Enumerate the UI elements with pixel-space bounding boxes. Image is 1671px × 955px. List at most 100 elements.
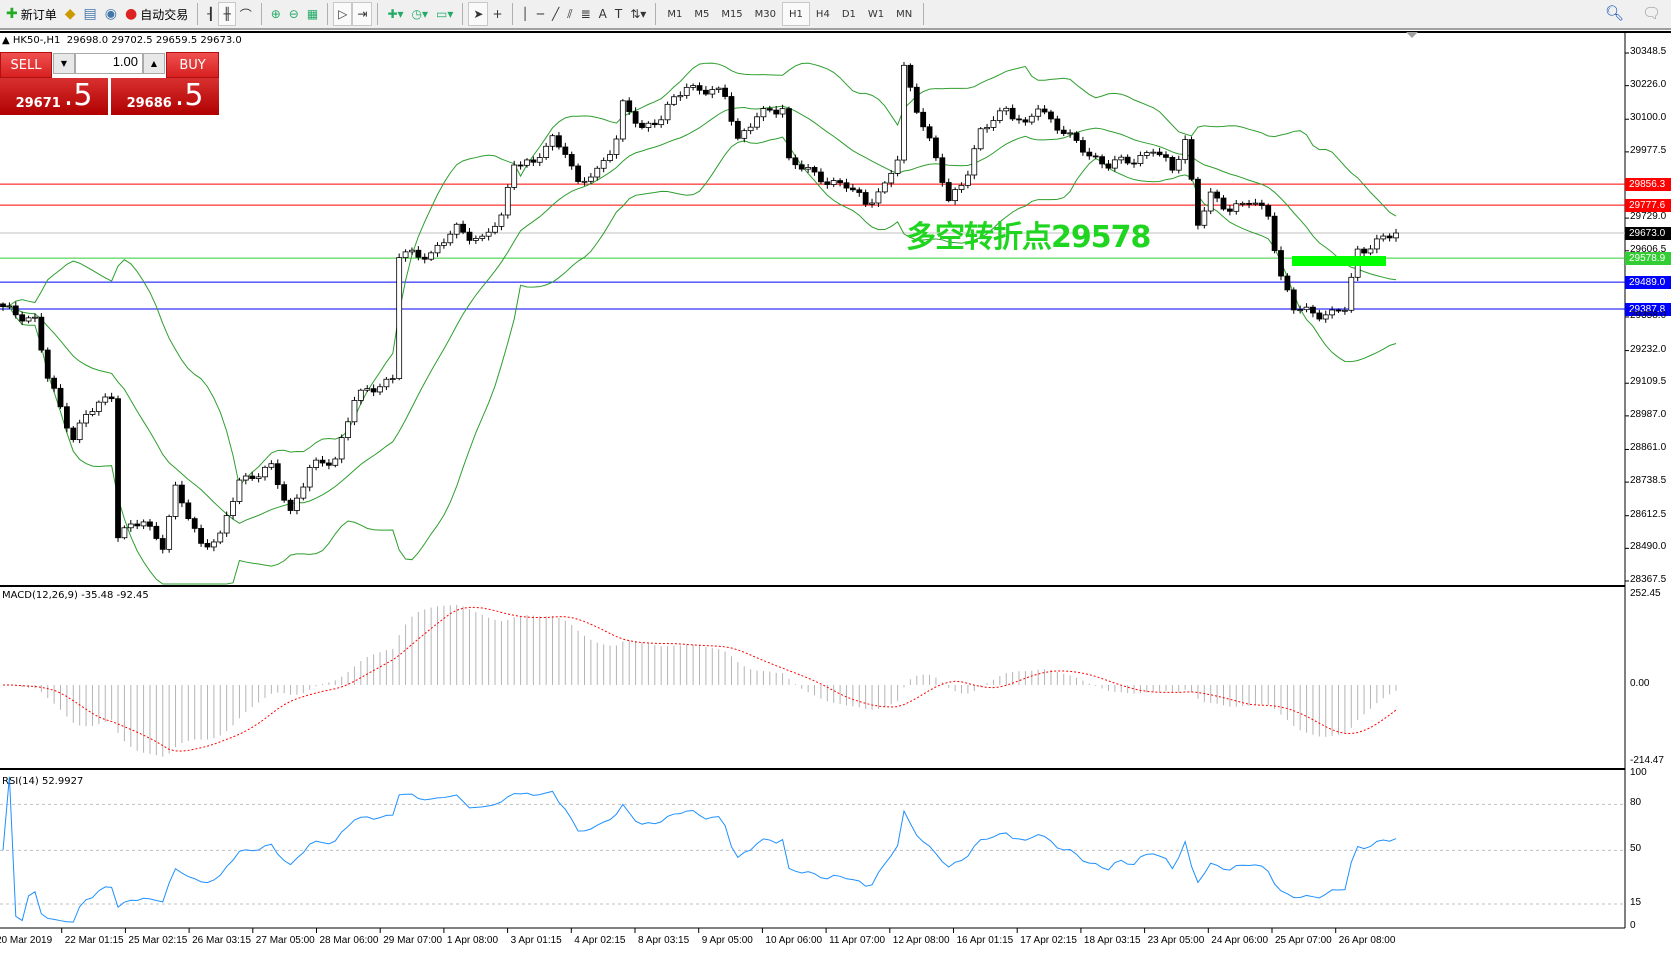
timeframe-m15[interactable]: M15 <box>721 8 743 20</box>
trendline-icon[interactable]: ╱ <box>552 7 560 21</box>
price-axis-label: 30348.5 <box>1630 46 1667 57</box>
chart-shift-marker-icon <box>1406 32 1418 38</box>
search-icon[interactable]: 🔍︎ <box>1604 4 1624 22</box>
bear-candle <box>722 87 728 97</box>
bull-candle <box>1067 132 1074 135</box>
bear-candle <box>1226 208 1233 212</box>
bull-candle <box>1137 155 1144 164</box>
bull-candle <box>1393 232 1399 239</box>
bull-candle <box>402 251 409 259</box>
lot-increase-button[interactable]: ▲ <box>143 53 165 74</box>
toolbar-button-history[interactable]: ◆ <box>61 2 80 26</box>
collapse-triangle-icon[interactable]: ▲ <box>2 35 10 46</box>
bull-candle <box>645 122 652 128</box>
bear-candle <box>108 396 115 400</box>
cursor-icon[interactable]: ➤ <box>468 2 489 26</box>
text-icon[interactable]: A <box>598 7 607 21</box>
tile-windows-icon[interactable]: ▦ <box>306 7 319 21</box>
pivot-annotation-text[interactable]: 多空转折点29578 <box>906 220 1151 255</box>
toolbar-label: 新订单 <box>20 7 57 22</box>
crosshair-icon[interactable]: + <box>492 7 503 21</box>
toolbar-button-auto-trading[interactable]: ● 自动交易 <box>121 2 192 26</box>
bull-candle <box>172 484 179 517</box>
lot-decrease-button[interactable]: ▼ <box>53 53 75 74</box>
toolbar-separator <box>923 3 925 25</box>
bull-candle <box>894 159 901 174</box>
time-axis-label: 9 Apr 05:00 <box>701 935 753 946</box>
timeframe-h4[interactable]: H4 <box>815 8 830 20</box>
bear-candle <box>818 171 824 183</box>
fibonacci-icon[interactable]: ≣ <box>580 7 591 21</box>
timeframe-w1[interactable]: W1 <box>867 8 885 20</box>
chart-window[interactable] <box>0 31 1671 927</box>
bull-candle <box>230 501 236 516</box>
lot-size-input[interactable]: 1.00 <box>75 53 143 74</box>
bear-candle <box>939 157 946 183</box>
bear-candle <box>856 189 863 193</box>
chart-shift-icon[interactable]: ⇥ <box>352 2 373 26</box>
bear-candle <box>134 523 141 527</box>
bear-candle <box>837 180 843 184</box>
horizontal-line-icon[interactable]: ─ <box>536 7 545 21</box>
zoom-in-icon[interactable]: ⊕ <box>270 7 281 21</box>
bear-candle <box>51 377 58 389</box>
text-label-icon[interactable]: T <box>614 7 623 21</box>
bull-candle <box>683 86 690 96</box>
bear-candle <box>773 109 780 115</box>
bear-candle <box>249 475 256 479</box>
toolbar-button-signal[interactable]: ◉ <box>101 2 121 26</box>
bull-candle <box>658 119 665 126</box>
bear-candle <box>1188 139 1195 180</box>
sell-button[interactable]: SELL <box>0 52 52 78</box>
candlestick-icon[interactable]: ╫ <box>218 2 236 26</box>
toolbar-separator <box>377 3 379 25</box>
signal-icon: ◉ <box>104 6 117 22</box>
buy-button[interactable]: BUY <box>166 52 219 78</box>
toolbar-button-market-watch[interactable]: ▤ <box>80 2 101 26</box>
toolbar-button-new-order[interactable]: ✚ 新订单 <box>2 2 61 26</box>
bull-candle <box>236 479 243 502</box>
macd-axis-label: -214.47 <box>1630 755 1664 766</box>
bear-candle <box>575 165 581 182</box>
price-axis-label: 28738.5 <box>1630 475 1667 487</box>
bear-candle <box>562 146 569 155</box>
zoom-out-icon[interactable]: ⊖ <box>288 7 299 21</box>
bull-candle <box>255 476 262 479</box>
bull-candle <box>581 180 588 183</box>
line-chart-icon[interactable]: ⌒ <box>239 7 252 22</box>
buy-price-main: 29686 <box>126 96 172 111</box>
indicators-icon[interactable]: ✚▾ <box>387 7 404 21</box>
buy-price[interactable]: 29686.5 <box>111 78 219 115</box>
macd-axis-label: 0.00 <box>1630 678 1650 689</box>
sell-price[interactable]: 29671.5 <box>0 78 108 115</box>
level-price-label: 29578.9 <box>1625 252 1671 266</box>
timeframe-m30[interactable]: M30 <box>754 8 777 20</box>
time-axis-label: 20 Mar 2019 <box>0 935 53 946</box>
templates-icon[interactable]: ▭▾ <box>436 7 454 21</box>
bear-candle <box>1105 163 1112 169</box>
periods-icon[interactable]: ◷▾ <box>411 7 429 21</box>
bear-candle <box>1361 248 1367 254</box>
bull-candle <box>536 157 543 163</box>
bar-chart-icon[interactable]: ┨ <box>207 7 215 21</box>
time-axis-label: 29 Mar 07:00 <box>383 935 443 946</box>
bollinger-middle-band <box>2 105 1397 524</box>
timeframe-mn[interactable]: MN <box>896 8 913 20</box>
timeframe-d1[interactable]: D1 <box>841 8 856 20</box>
arrows-icon[interactable]: ⇅▾ <box>630 7 647 21</box>
equidistant-channel-icon[interactable]: ⫽ <box>567 6 573 21</box>
bear-candle <box>1022 119 1029 123</box>
timeframe-m1[interactable]: M1 <box>667 8 683 20</box>
bear-candle <box>44 349 51 379</box>
bear-candle <box>792 157 799 166</box>
bear-candle <box>530 159 537 163</box>
toolbar-separator <box>655 3 657 25</box>
timeframe-h1[interactable]: H1 <box>782 2 810 26</box>
bull-candle <box>434 244 441 254</box>
vertical-line-icon[interactable]: │ <box>521 7 529 21</box>
chat-icon[interactable]: 🗨︎ <box>1641 4 1661 22</box>
timeframe-m5[interactable]: M5 <box>694 8 710 20</box>
auto-scroll-icon[interactable]: ▷ <box>333 2 353 26</box>
bull-candle <box>1348 276 1355 311</box>
